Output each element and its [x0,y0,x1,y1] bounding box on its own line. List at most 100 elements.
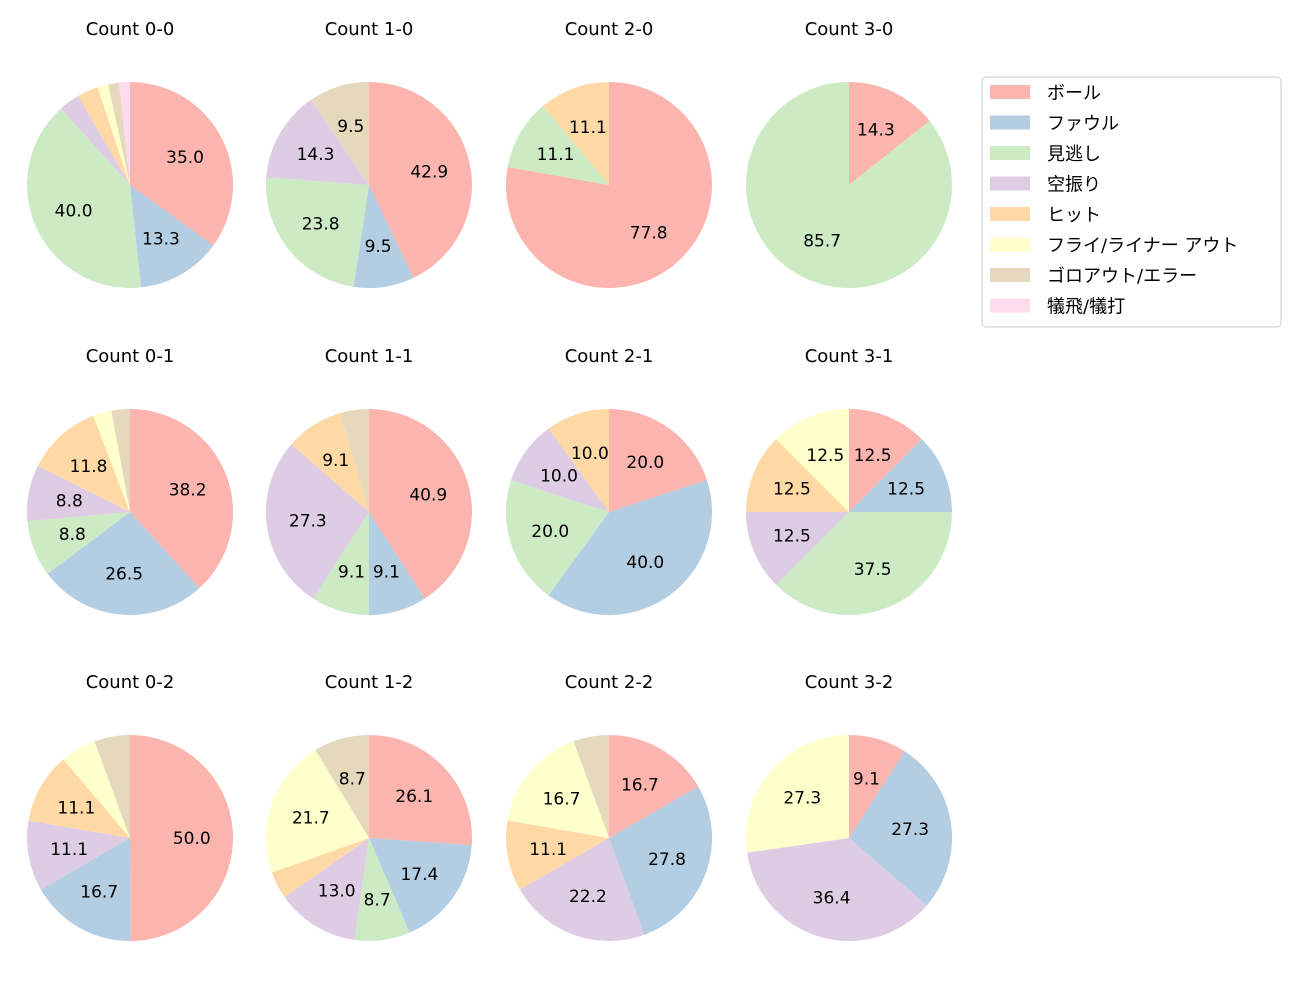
slice-label: 11.1 [569,118,607,138]
pie-slice [548,480,712,615]
pie-title: Count 2-2 [565,672,654,693]
pie-slice [609,735,699,838]
pie-slice [369,512,425,615]
pie-slice [291,413,369,512]
slice-label: 8.8 [56,492,83,512]
slice-label: 40.0 [626,553,664,573]
slice-label: 11.1 [537,145,575,165]
slice-label: 8.8 [59,525,86,545]
pie-slice [40,838,131,941]
pie-title: Count 0-2 [86,672,175,693]
pie-chart: Count 1-2 26.1 17.4 8.7 13.0 21.7 8.7 [266,672,472,941]
pie-slice [27,512,130,574]
pie-title: Count 3-0 [805,19,894,40]
legend-label: 犠飛/犠打 [1047,297,1125,318]
slice-label: 10.0 [540,467,578,487]
pie-slice [776,512,952,615]
pie-chart: Count 3-0 14.3 85.7 [746,19,953,288]
pie-chart: Count 1-042.99.523.814.39.5 [265,19,472,288]
pie-slice [548,409,609,512]
pie-slice [369,735,472,846]
pie-slice [849,82,930,185]
legend-swatch [990,207,1030,221]
slice-label: 9.1 [338,562,365,582]
pie-title: Count 2-0 [565,19,654,40]
pie-slice [511,428,609,512]
slice-label: 16.7 [621,775,659,795]
pie-slice [542,82,609,185]
slice-label: 14.3 [297,145,335,165]
pie-slice [266,750,369,873]
slice-label: 20.0 [531,522,569,542]
pie-slice [519,838,645,941]
legend-label: ボール [1047,83,1101,104]
pie-chart: Count 0-2 50.0 16.7 11.1 11.1 [27,672,234,941]
legend-label: ファウル [1047,114,1119,135]
slice-label: 40.9 [409,486,447,506]
pie-title: Count 2-1 [565,346,654,367]
pie-slice [369,82,472,278]
pie-slice [108,82,130,185]
slice-label: 36.4 [813,888,851,908]
slice-label: 11.1 [529,840,567,860]
pie-slice [119,82,130,185]
slice-label: 38.2 [169,481,207,501]
pie-slice [369,409,473,599]
pie-slice [266,99,369,185]
legend-swatch [990,176,1030,191]
pie-slice [78,87,130,185]
legend-label: 空振り [1047,175,1101,196]
pie-chart: Count 3-2 9.1 27.3 36.4 27.3 [746,672,953,942]
slice-label: 9.5 [337,117,364,137]
legend-frame [981,76,1282,328]
pie-chart: Count 3-1 12.5 12.5 37.5 12.5 12.5 12.5 [746,346,952,615]
slice-label: 26.1 [395,787,433,807]
pie-slice [26,108,141,288]
pie-chart: Count 0-0 35.0 13.3 40.0 [26,19,233,288]
pie-title: Count 3-1 [805,346,894,367]
pie-slice [573,735,609,838]
pie-slice [27,465,130,522]
slice-label: 50.0 [173,829,211,849]
slice-label: 13.0 [318,882,356,902]
pie-slice [849,735,905,838]
pie-title: Count 1-2 [325,672,414,693]
pie-slice [746,82,953,288]
slice-label: 10.0 [571,444,609,464]
slice-label: 12.5 [806,446,844,466]
pie-slice [130,735,234,941]
pie-slice [28,759,130,838]
pie-slice [746,735,849,853]
legend-swatch [990,146,1030,160]
slice-label: 12.5 [773,527,811,547]
legend-swatch [990,237,1030,252]
legend-label: ゴロアウト/エラー [1047,266,1197,287]
slice-label: 27.3 [783,789,821,809]
pie-slice [60,96,130,185]
pie-slice [284,838,369,940]
slice-label: 12.5 [854,446,892,466]
pie-title: Count 0-1 [86,346,175,367]
legend-label: ヒット [1047,205,1101,226]
pie-slice [47,512,200,615]
legend-swatch [990,268,1030,282]
pie-slice [271,838,369,898]
pie-slice [747,838,927,942]
pie-slice [746,512,849,585]
pie-slice [37,415,130,512]
pie-slice [746,439,849,512]
slice-label: 21.7 [292,808,330,828]
pie-slice [311,82,369,185]
slice-label: 11.1 [57,798,95,818]
pie-slice [776,409,849,512]
pie-title: Count 3-2 [805,672,894,693]
pie-slice [97,84,130,185]
pie-title: Count 0-0 [86,19,175,40]
slice-label: 22.2 [569,887,607,907]
pie-chart: Count 2-1 20.0 40.0 20.0 10.0 10.0 [506,346,712,615]
slice-label: 27.8 [648,850,686,870]
slice-label: 12.5 [887,479,925,499]
pie-slice [265,177,369,287]
